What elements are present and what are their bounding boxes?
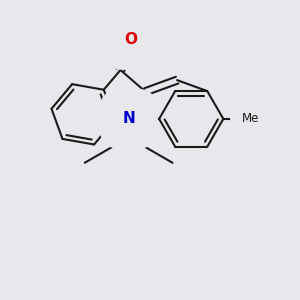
Text: O: O <box>124 32 137 47</box>
Text: N: N <box>122 111 135 126</box>
Text: Me: Me <box>242 112 259 125</box>
